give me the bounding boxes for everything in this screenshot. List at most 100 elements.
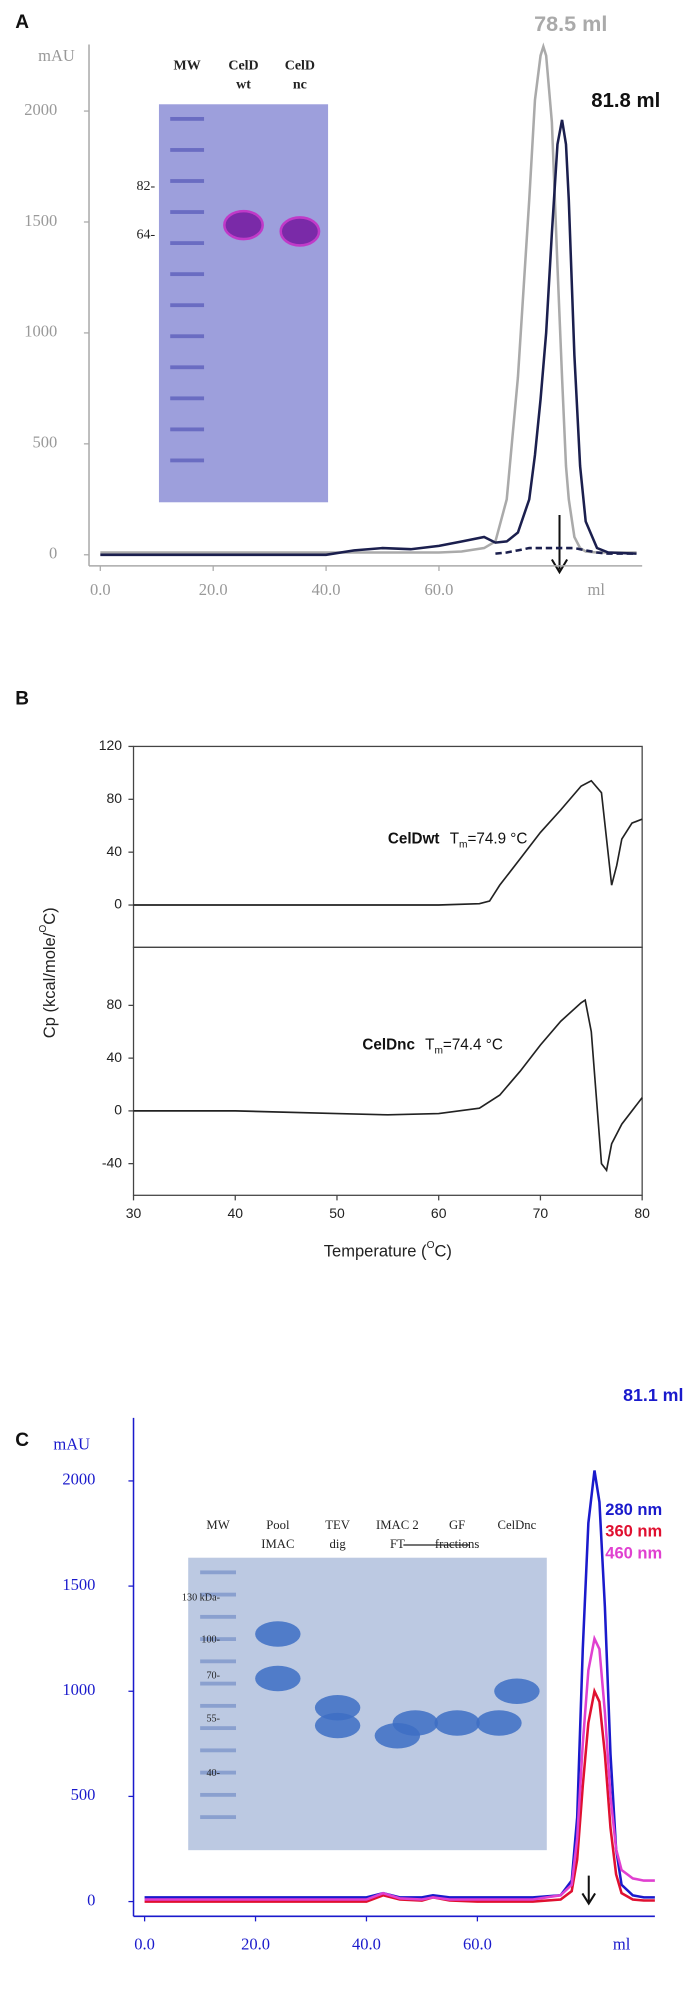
y-tick-label: 500 [32,433,57,452]
x-tick-label: 40 [227,1205,243,1221]
subscript: m [459,839,467,850]
ladder-band [200,1815,237,1820]
x-tick-label: 20.0 [241,1934,270,1953]
ladder-band [170,458,205,463]
lane-label: fractions [435,1537,479,1551]
x-tick-label: 0.0 [90,580,111,599]
ladder-band [200,1726,237,1731]
ladder-band [170,396,205,401]
y-tick-label: 0 [49,544,57,563]
y-tick-label: 80 [107,790,123,806]
superscript: O [38,925,49,933]
series-line [100,42,637,554]
panel-label: A [15,12,29,33]
sample-name: CelDwt [388,830,440,847]
ladder-band [170,272,205,277]
legend-label: 280 nm [605,1500,662,1519]
annotation: 78.5 ml [534,11,607,36]
y-axis-label: Cp (kcal/mole/OC) [38,907,59,1038]
marker-label: 64- [137,227,156,242]
ladder-band [170,334,205,339]
ladder-band [200,1681,237,1686]
ladder-band [200,1637,237,1641]
y-tick-label: 1500 [24,211,57,230]
marker-label: 55- [206,1714,220,1725]
label-part: Cp (kcal/mole/ [40,932,59,1038]
legend-label: 460 nm [605,1543,662,1562]
x-tick-label: 20.0 [199,580,228,599]
lane-label: dig [329,1537,346,1551]
y-axis-label: mAU [53,1435,90,1454]
lane-label: GF [449,1518,465,1532]
legend-label: 360 nm [605,1522,662,1541]
lane-label: IMAC [261,1537,294,1551]
y-tick-label: -40 [102,1154,122,1170]
marker-label: 130 kDa- [182,1593,221,1604]
y-tick-label: 0 [114,1102,122,1118]
sample-name: CelDnc [362,1036,415,1053]
marker-label: 82- [137,179,156,194]
gel-band [494,1678,540,1704]
marker-label: 70- [206,1670,220,1681]
ladder-band [200,1703,237,1708]
label-part: C) [40,907,59,924]
series-line [133,779,643,906]
x-tick-label: 80 [634,1205,650,1221]
ladder-band [170,365,205,370]
gel-band [434,1710,480,1736]
lane-label: Pool [266,1518,290,1532]
lane-label: CelD [285,58,315,73]
lane-label: CelDnc [497,1518,536,1532]
gel-band [392,1710,439,1736]
ladder-band [170,179,205,183]
x-tick-label: 60.0 [425,580,454,599]
tm-symbol: T [450,830,459,847]
ladder-band [200,1792,237,1797]
y-tick-label: 0 [114,896,122,912]
superscript: O [427,1240,435,1251]
arrow-head [551,558,569,575]
y-axis-label: mAU [38,46,75,65]
annotation: 81.1 ml [623,1385,683,1405]
ladder-band [170,210,205,214]
lane-label: MW [174,58,201,73]
ladder-band [170,303,205,308]
gel-band [314,1695,361,1721]
ladder-band [170,241,205,245]
ladder-band [200,1659,237,1664]
ladder-band [200,1770,237,1775]
tm-symbol: T [425,1036,434,1053]
lane-label: TEV [325,1518,351,1532]
x-tick-label: 60 [431,1205,447,1221]
series-line [144,1687,655,1903]
series-line [144,1634,655,1901]
gel-band [255,1621,301,1647]
ladder-band [170,427,205,432]
tm-value: =74.4 °C [443,1036,503,1053]
gel-band [255,1665,301,1692]
annotation: CelDwt Tm=74.9 °C [388,830,528,850]
ladder-band [170,116,205,121]
ladder-band [200,1614,237,1619]
x-tick-label: 50 [329,1205,345,1221]
y-tick-label: 2000 [24,100,57,119]
subscript: m [434,1045,442,1056]
panel-label: B [15,688,29,709]
marker-label: 40- [206,1768,220,1779]
y-tick-label: 2000 [62,1470,95,1489]
x-axis-label: ml [587,580,605,599]
y-tick-label: 40 [107,1049,123,1065]
y-tick-label: 80 [107,996,123,1012]
arrow-head [581,1892,596,1906]
lane-label: CelD [228,58,258,73]
gel-band [279,216,321,247]
ladder-band [200,1570,237,1575]
gel-image [188,1557,547,1851]
x-tick-label: 40.0 [312,580,341,599]
x-tick-label: 30 [126,1205,142,1221]
gel-band [476,1710,522,1736]
ladder-band [170,148,205,152]
y-tick-label: 0 [87,1890,95,1909]
annotation: 81.8 ml [591,90,660,112]
